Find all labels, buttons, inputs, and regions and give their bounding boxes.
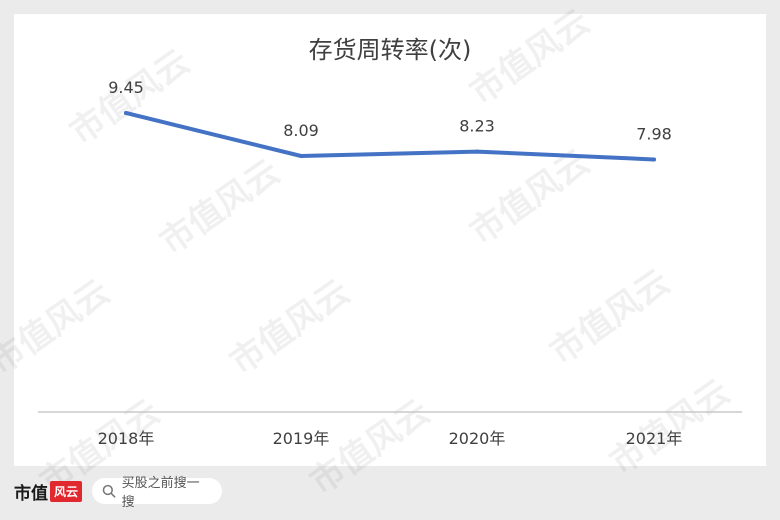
data-label: 8.09	[283, 121, 319, 140]
data-point	[124, 111, 128, 115]
search-icon	[102, 484, 116, 498]
footer-bar: 市值 风云 买股之前搜一搜	[14, 474, 223, 510]
data-label: 8.23	[459, 117, 495, 136]
chart-card	[14, 14, 766, 466]
logo-text: 市值	[14, 483, 48, 504]
data-label: 7.98	[636, 124, 672, 143]
series-layer	[124, 111, 656, 162]
x-tick-layer: 2018年 2019年 2020年 2021年	[98, 429, 683, 448]
x-tick-label: 2019年	[273, 429, 330, 448]
x-tick-label: 2021年	[626, 429, 683, 448]
chart-title: 存货周转率(次)	[308, 36, 472, 64]
data-label: 9.45	[108, 78, 144, 97]
search-placeholder: 买股之前搜一搜	[121, 476, 200, 510]
brand-logo[interactable]: 市值 风云	[14, 479, 83, 504]
line-chart: 9.45 8.09 8.23 7.98 2018年 2019年 2020年 2021年	[38, 78, 742, 448]
data-point	[299, 154, 303, 158]
data-point	[475, 149, 479, 154]
series-line	[124, 111, 656, 162]
x-tick-label: 2018年	[98, 429, 155, 448]
logo-badge: 风云	[50, 480, 83, 502]
data-label-layer: 9.45 8.09 8.23 7.98	[108, 78, 672, 143]
search-box[interactable]: 买股之前搜一搜	[92, 476, 223, 510]
data-point	[652, 157, 656, 162]
x-tick-label: 2020年	[449, 429, 506, 448]
